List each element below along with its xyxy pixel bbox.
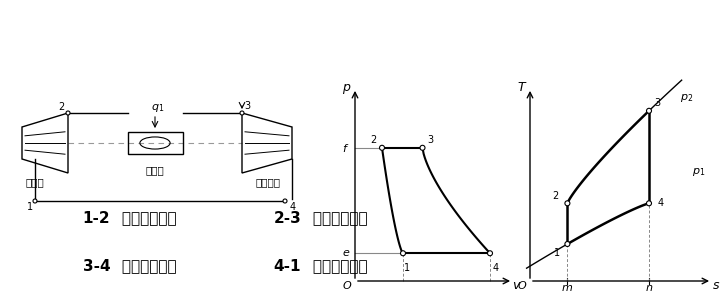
Text: 燃气轮机: 燃气轮机 <box>256 177 281 187</box>
Circle shape <box>565 201 570 206</box>
Text: 2-3: 2-3 <box>274 211 302 226</box>
Circle shape <box>283 199 287 203</box>
Circle shape <box>66 111 70 115</box>
Text: 定压加热过程: 定压加热过程 <box>308 211 368 226</box>
Text: $n$: $n$ <box>645 283 653 293</box>
Text: 3: 3 <box>654 98 660 108</box>
Text: 1: 1 <box>405 263 410 273</box>
Text: $p_1$: $p_1$ <box>691 166 705 178</box>
Text: 4-1: 4-1 <box>274 259 301 274</box>
Text: 压气机: 压气机 <box>26 177 45 187</box>
Circle shape <box>647 108 652 113</box>
Text: 绝热压缩过程: 绝热压缩过程 <box>117 211 177 226</box>
Text: $O$: $O$ <box>342 279 352 291</box>
Text: $T$: $T$ <box>517 81 527 94</box>
Text: 2: 2 <box>370 135 376 145</box>
Text: 2: 2 <box>552 191 559 201</box>
Text: 3-4: 3-4 <box>83 259 110 274</box>
Text: 4: 4 <box>658 198 664 208</box>
Circle shape <box>565 241 570 247</box>
Text: 2: 2 <box>58 102 64 112</box>
Text: $m$: $m$ <box>562 283 573 293</box>
Text: 4: 4 <box>290 202 296 212</box>
Circle shape <box>420 145 425 150</box>
Circle shape <box>400 251 405 256</box>
Text: 3: 3 <box>427 135 433 145</box>
Text: $e$: $e$ <box>342 248 350 258</box>
Text: 燃烧室: 燃烧室 <box>145 165 164 175</box>
Text: 4: 4 <box>493 263 499 273</box>
Circle shape <box>487 251 492 256</box>
Text: $v$: $v$ <box>512 279 522 292</box>
Text: 1: 1 <box>27 202 33 212</box>
Text: 定压放热过程: 定压放热过程 <box>308 259 368 274</box>
Text: $p_2$: $p_2$ <box>680 92 693 104</box>
Text: 绝热膨胀过程: 绝热膨胀过程 <box>117 259 177 274</box>
Text: 3: 3 <box>244 101 250 111</box>
Circle shape <box>647 201 652 206</box>
Text: $O$: $O$ <box>517 279 527 291</box>
Text: $f$: $f$ <box>342 142 350 154</box>
Circle shape <box>379 145 384 150</box>
Text: 1: 1 <box>554 248 560 258</box>
Text: $p$: $p$ <box>342 82 351 96</box>
Text: 1-2: 1-2 <box>83 211 110 226</box>
Circle shape <box>240 111 244 115</box>
Text: $s$: $s$ <box>712 279 720 292</box>
Circle shape <box>33 199 37 203</box>
Text: $q_1$: $q_1$ <box>151 102 165 114</box>
